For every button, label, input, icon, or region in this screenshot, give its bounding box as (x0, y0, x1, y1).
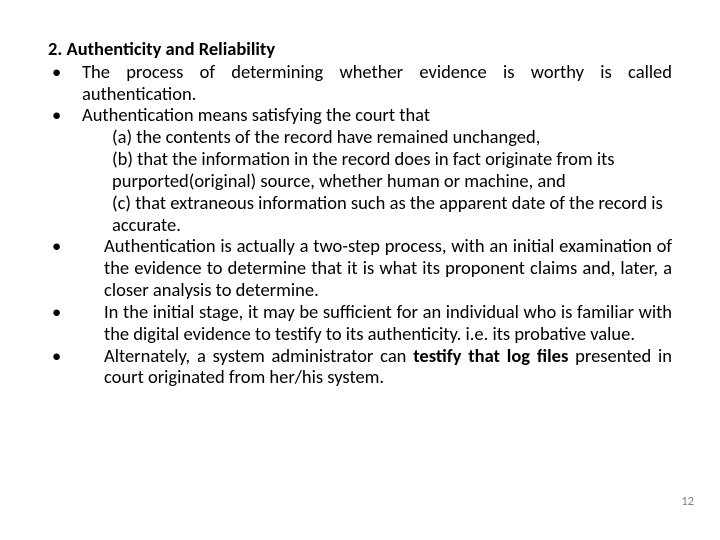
bullet-body: Alternately, a system administrator can … (82, 345, 672, 389)
bullet-text: In the initial stage, it may be sufficie… (82, 301, 672, 345)
sub-item: (a) the contents of the record have rema… (82, 126, 672, 148)
bullet-text: Authentication means satisfying the cour… (82, 104, 672, 126)
bullet-item: • Authentication is actually a two-step … (48, 235, 672, 300)
bullet-text: Authentication is actually a two-step pr… (82, 235, 672, 300)
bullet-mark: • (48, 301, 82, 345)
bullet-item: •Authentication means satisfying the cou… (48, 104, 672, 235)
page-number: 12 (681, 495, 694, 510)
bullet-text: The process of determining whether evide… (82, 61, 672, 105)
bullet-item: •The process of determining whether evid… (48, 61, 672, 105)
bullet-list: •The process of determining whether evid… (48, 61, 672, 388)
bullet-item: •In the initial stage, it may be suffici… (48, 301, 672, 345)
bullet-body: Authentication is actually a two-step pr… (82, 235, 672, 300)
bullet-text: Alternately, a system administrator can … (82, 345, 672, 389)
bullet-mark: • (48, 61, 82, 105)
sub-item: (b) that the information in the record d… (82, 148, 672, 192)
bullet-body: The process of determining whether evide… (82, 61, 672, 105)
section-heading: 2. Authenticity and Reliability (48, 38, 672, 60)
bullet-body: Authentication means satisfying the cour… (82, 104, 672, 235)
bullet-body: In the initial stage, it may be sufficie… (82, 301, 672, 345)
bullet-item: •Alternately, a system administrator can… (48, 345, 672, 389)
bullet-mark: • (48, 235, 82, 300)
bullet-mark: • (48, 104, 82, 235)
sub-item: (c) that extraneous information such as … (82, 192, 672, 236)
bullet-mark: • (48, 345, 82, 389)
slide-content: 2. Authenticity and Reliability •The pro… (0, 0, 720, 540)
